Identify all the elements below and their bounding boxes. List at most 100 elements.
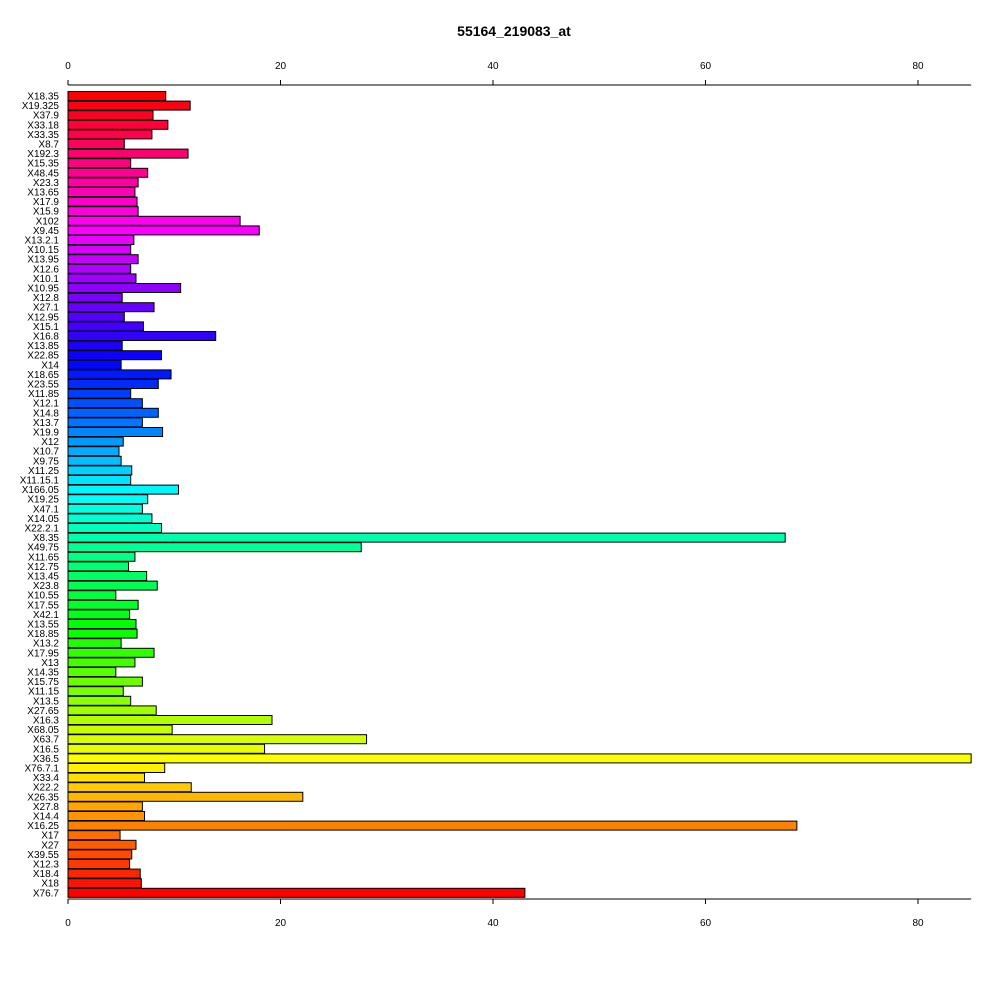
bar-X12.95	[67, 311, 125, 322]
bar-X13.55	[67, 619, 137, 629]
category-label: X15.35	[27, 159, 59, 170]
category-label: X13.45	[27, 572, 59, 583]
category-label: X10.7	[33, 447, 60, 458]
bar-X15.1	[67, 321, 144, 332]
category-label: X33.35	[27, 130, 59, 141]
bar-X13	[67, 657, 136, 668]
category-label: X27	[41, 840, 59, 851]
bottom-axis-tick-label: 0	[65, 918, 71, 929]
category-label: X192.3	[27, 149, 59, 160]
category-label: X13	[41, 658, 59, 669]
bar-X12.75	[67, 561, 130, 572]
bar-X18.35	[67, 91, 167, 101]
category-label: X37.9	[33, 111, 60, 122]
category-label: X9.75	[33, 456, 60, 467]
category-label: X12.1	[33, 399, 60, 410]
category-label: X47.1	[33, 504, 60, 515]
bar-X11.25	[67, 465, 133, 476]
category-label: X9.45	[33, 226, 60, 237]
bar-X39.55	[67, 849, 133, 860]
bar-X17	[67, 830, 121, 841]
bar-X18	[67, 878, 142, 889]
category-label: X12.75	[27, 562, 59, 573]
category-label: X8.35	[33, 533, 60, 544]
bar-X13.85	[67, 340, 123, 351]
category-label: X14	[41, 360, 59, 371]
category-label: X33.18	[27, 120, 59, 131]
category-label: X12.3	[33, 860, 60, 871]
category-label: X10.55	[27, 591, 59, 602]
bar-X10.15	[67, 244, 132, 255]
category-label: X49.75	[27, 543, 59, 554]
category-label: X12.6	[33, 264, 60, 275]
bar-X13.65	[67, 187, 136, 197]
category-label: X23.55	[27, 380, 59, 391]
bar-X17.95	[67, 647, 155, 658]
category-label: X18.65	[27, 370, 59, 381]
bar-X47.1	[67, 503, 143, 514]
category-label: X68.05	[27, 725, 59, 736]
bar-X8.35	[67, 532, 786, 543]
bar-X10.7	[67, 446, 120, 457]
bar-X8.7	[67, 139, 125, 149]
bar-X13.2.1	[67, 235, 135, 245]
bar-X27.1	[67, 302, 155, 313]
category-label: X16.3	[33, 716, 60, 727]
bar-X16.5	[67, 743, 266, 754]
category-label: X39.55	[27, 850, 59, 861]
bar-X19.25	[67, 494, 149, 505]
category-label: X19.9	[33, 428, 60, 439]
category-label: X11.65	[28, 552, 59, 563]
chart-title: 55164_219083_at	[457, 23, 571, 39]
bar-X49.75	[67, 542, 362, 553]
category-label: X8.7	[38, 140, 59, 151]
category-label: X18	[41, 879, 59, 890]
category-label: X13.2.1	[25, 236, 60, 247]
bar-X12	[67, 436, 124, 447]
bar-X27.65	[67, 705, 157, 716]
bar-X11.15.1	[67, 475, 132, 485]
category-label: X14.4	[33, 812, 60, 823]
category-label: X11.25	[28, 466, 59, 477]
bar-X48.45	[67, 167, 149, 178]
category-label: X48.45	[27, 168, 59, 179]
bar-X10.55	[67, 590, 117, 601]
bar-X13.45	[67, 571, 148, 581]
category-label: X16.25	[27, 821, 59, 832]
category-label: X12	[41, 437, 59, 448]
category-label: X166.05	[22, 485, 60, 496]
category-label: X19.25	[27, 495, 59, 506]
bar-X14	[67, 359, 122, 370]
category-label: X15.75	[27, 677, 59, 688]
bar-X23.8	[67, 580, 158, 591]
bars-group	[67, 91, 972, 898]
bottom-axis-tick-label: 80	[912, 918, 924, 929]
bar-X17.55	[67, 599, 139, 610]
bar-X13.2	[67, 638, 122, 649]
bar-X18.85	[67, 628, 138, 639]
bar-X14.35	[67, 667, 117, 677]
bottom-axis-tick-label: 40	[487, 918, 499, 929]
category-labels: X18.35X19.325X37.9X33.18X33.35X8.7X192.3…	[20, 92, 60, 900]
bar-X33.35	[67, 129, 153, 140]
bar-X9.45	[67, 225, 260, 236]
bar-X26.35	[67, 791, 304, 802]
category-label: X33.4	[33, 773, 60, 784]
category-label: X12.95	[27, 312, 59, 323]
bar-X15.9	[67, 206, 139, 217]
category-label: X36.5	[33, 754, 60, 765]
category-label: X10.1	[33, 274, 60, 285]
bar-X10.1	[67, 273, 137, 284]
category-label: X13.95	[27, 255, 59, 266]
bar-X19.325	[67, 100, 191, 111]
category-label: X13.2	[33, 639, 60, 650]
bottom-axis-tick-label: 20	[275, 918, 287, 929]
bar-X12.3	[67, 859, 131, 869]
category-label: X14.8	[33, 408, 60, 419]
bar-X37.9	[67, 110, 154, 121]
bar-X11.15	[67, 686, 124, 697]
category-label: X16.5	[33, 744, 60, 755]
category-label: X16.8	[33, 332, 60, 343]
bar-X13.95	[67, 254, 139, 265]
